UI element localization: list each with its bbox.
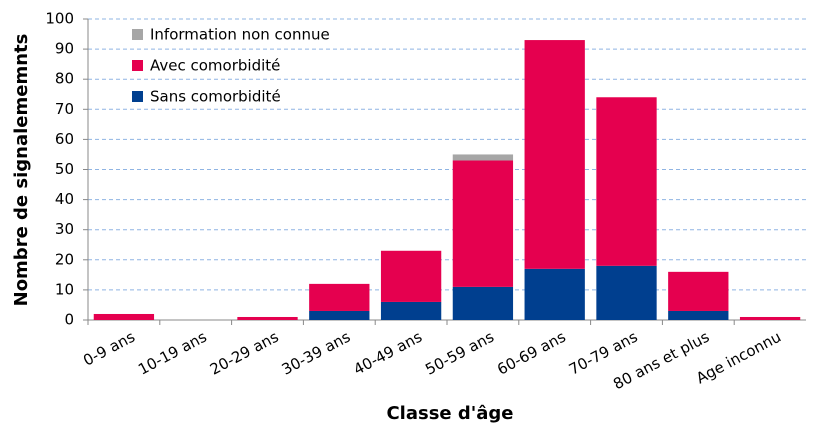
y-tick-label: 0 xyxy=(64,311,74,329)
bar-segment xyxy=(93,313,155,320)
y-tick-label: 40 xyxy=(55,190,74,208)
x-tick-label: 40-49 ans xyxy=(351,328,426,379)
x-tick-label: 60-69 ans xyxy=(494,328,569,379)
x-axis-label: Classe d'âge xyxy=(386,403,513,424)
y-tick-label: 100 xyxy=(45,10,74,28)
x-tick-label: 30-39 ans xyxy=(279,328,354,379)
bar-segment xyxy=(668,271,729,311)
y-tick-label: 50 xyxy=(55,160,74,178)
bar-segment xyxy=(524,268,585,320)
bar-segment xyxy=(452,286,514,320)
bar-segment xyxy=(452,154,514,161)
y-tick-label: 70 xyxy=(55,100,74,118)
y-tick-label: 60 xyxy=(55,130,74,148)
bar-segment xyxy=(380,301,442,320)
x-tick-label: 0-9 ans xyxy=(80,328,138,370)
y-tick-label: 20 xyxy=(55,250,74,268)
x-tick-label: 10-19 ans xyxy=(135,328,210,379)
x-tick-label: 50-59 ans xyxy=(422,328,497,379)
bar-segment xyxy=(596,265,657,320)
bar-segment xyxy=(237,316,298,320)
bar-segment xyxy=(309,283,370,311)
legend-swatch xyxy=(132,91,143,102)
y-tick-label: 90 xyxy=(55,40,74,58)
bar-segment xyxy=(309,310,370,320)
bar-segment xyxy=(596,97,657,266)
y-tick-label: 10 xyxy=(55,280,74,298)
y-tick-label: 80 xyxy=(55,70,74,88)
bar-segment xyxy=(668,310,729,320)
legend-label: Information non connue xyxy=(150,26,330,44)
y-tick-label: 30 xyxy=(55,220,74,238)
bar-segment xyxy=(524,40,585,269)
legend-swatch xyxy=(132,60,143,71)
bar-segment xyxy=(380,250,442,302)
legend-label: Sans comorbidité xyxy=(150,88,281,106)
bar-segment xyxy=(739,316,801,320)
y-axis-label: Nombre de signalememnts xyxy=(11,34,32,307)
legend-label: Avec comorbidité xyxy=(150,57,280,75)
bar-segment xyxy=(452,160,514,287)
x-tick-label: 20-29 ans xyxy=(207,328,282,379)
legend-swatch xyxy=(132,29,143,40)
